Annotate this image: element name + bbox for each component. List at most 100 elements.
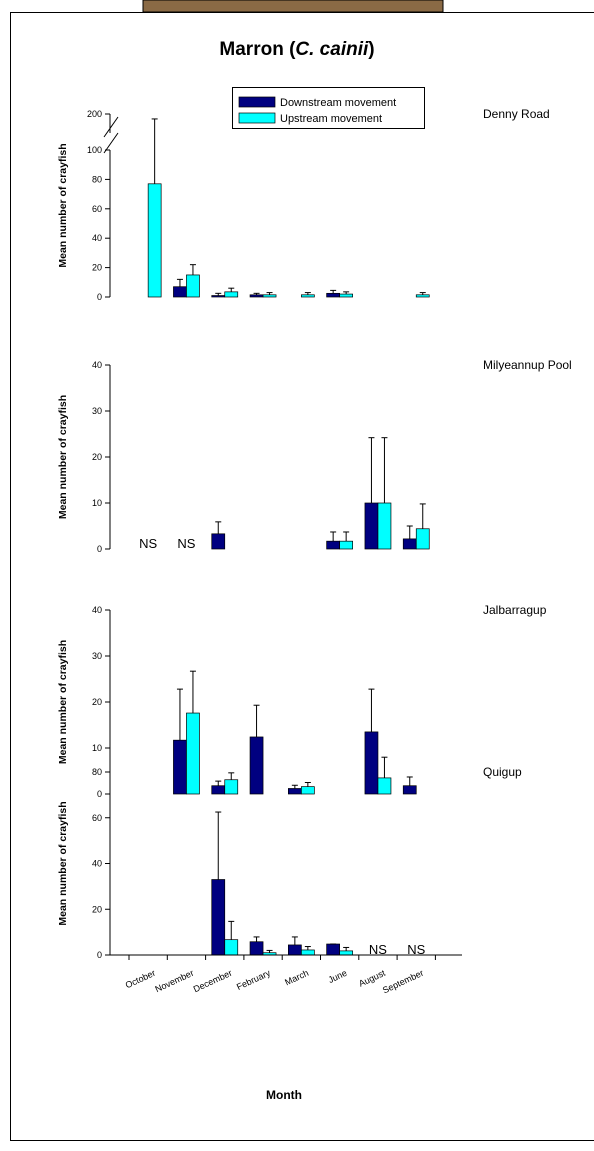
bar — [364, 502, 379, 550]
error-bar — [291, 784, 298, 789]
y-tick-label: 10 — [92, 743, 102, 753]
bar — [288, 944, 302, 956]
y-tick-label: 0 — [97, 950, 102, 960]
y-tick-label: 0 — [97, 789, 102, 799]
bar — [186, 274, 200, 298]
bar — [301, 786, 315, 795]
error-bar — [215, 292, 222, 296]
y-tick-label: 0 — [97, 292, 102, 302]
y-tick-label: 40 — [92, 233, 102, 243]
y-axis-title: Mean number of crayfish — [57, 143, 69, 267]
title: Marron (C. cainii) — [219, 39, 374, 60]
bar — [173, 286, 187, 298]
y-tick-label: 10 — [92, 498, 102, 508]
y-tick-label: 80 — [92, 174, 102, 184]
site-label: Quigup — [483, 765, 522, 779]
error-bar — [228, 920, 235, 940]
error-bar — [253, 936, 260, 942]
bar — [415, 294, 430, 298]
title-part: C. cainii — [295, 39, 369, 60]
error-bar — [368, 437, 375, 503]
bar — [224, 291, 239, 298]
y-tick-label: 40 — [92, 605, 102, 615]
bar — [288, 788, 302, 795]
error-bar — [406, 525, 413, 539]
bar — [211, 879, 226, 956]
bar — [186, 712, 200, 795]
error-bar — [304, 946, 311, 950]
y-tick-label: 80 — [92, 767, 102, 777]
error-bar — [189, 670, 196, 714]
error-bar — [215, 811, 222, 880]
y-tick-label: 200 — [87, 109, 102, 119]
error-bar — [381, 437, 388, 503]
site-label: Denny Road — [483, 107, 550, 121]
image-strip — [142, 0, 444, 13]
annotation: NS — [177, 536, 195, 551]
title-part: Marron ( — [219, 39, 296, 60]
bar — [326, 292, 340, 298]
error-bar — [343, 946, 350, 951]
bar — [249, 941, 264, 956]
error-bar — [228, 287, 235, 292]
error-bar — [419, 503, 426, 529]
legend-swatch — [238, 96, 276, 108]
bar — [211, 785, 226, 795]
bar — [377, 777, 392, 795]
y-tick-label: 20 — [92, 697, 102, 707]
bar — [339, 950, 353, 956]
error-bar — [330, 289, 337, 294]
error-bar — [151, 118, 158, 184]
error-bar — [176, 278, 183, 287]
bar — [339, 293, 353, 298]
error-bar — [253, 292, 260, 295]
bar — [339, 540, 353, 550]
error-bar — [419, 292, 426, 295]
site-label: Jalbarragup — [483, 603, 547, 617]
legend-label: Upstream movement — [280, 113, 382, 125]
y-tick-label: 20 — [92, 904, 102, 914]
error-bar — [215, 780, 222, 786]
y-tick-label: 20 — [92, 263, 102, 273]
error-bar — [406, 776, 413, 786]
error-bar — [189, 264, 196, 275]
error-bar — [291, 936, 298, 945]
y-tick-label: 20 — [92, 452, 102, 462]
bar — [377, 502, 392, 550]
error-bar — [304, 782, 311, 787]
error-bar — [266, 949, 273, 953]
error-bar — [253, 704, 260, 737]
error-bar — [266, 292, 273, 295]
y-axis-title: Mean number of crayfish — [57, 640, 69, 764]
bar — [301, 294, 315, 298]
bar — [364, 731, 379, 795]
annotation: NS — [407, 942, 425, 957]
error-bar — [330, 531, 337, 542]
error-bar — [368, 688, 375, 732]
error-bar — [228, 772, 235, 780]
axis-break — [103, 116, 119, 138]
y-tick-label: 40 — [92, 859, 102, 869]
y-axis-title: Mean number of crayfish — [57, 395, 69, 519]
bar — [262, 294, 277, 298]
bar — [211, 295, 226, 298]
annotation: NS — [369, 942, 387, 957]
legend-label: Downstream movement — [280, 97, 396, 109]
bar — [147, 183, 162, 298]
bar — [224, 779, 239, 795]
bar — [402, 538, 417, 550]
error-bar — [304, 292, 311, 295]
bar — [402, 785, 417, 795]
y-tick-label: 40 — [92, 360, 102, 370]
bar — [415, 528, 430, 550]
annotation: NS — [139, 536, 157, 551]
y-tick-label: 60 — [92, 204, 102, 214]
error-bar — [343, 531, 350, 542]
bar — [249, 294, 264, 298]
error-bar — [215, 521, 222, 534]
y-axis-title: Mean number of crayfish — [57, 801, 69, 925]
y-tick-label: 0 — [97, 544, 102, 554]
title-part: ) — [368, 39, 374, 60]
bar — [301, 949, 315, 956]
